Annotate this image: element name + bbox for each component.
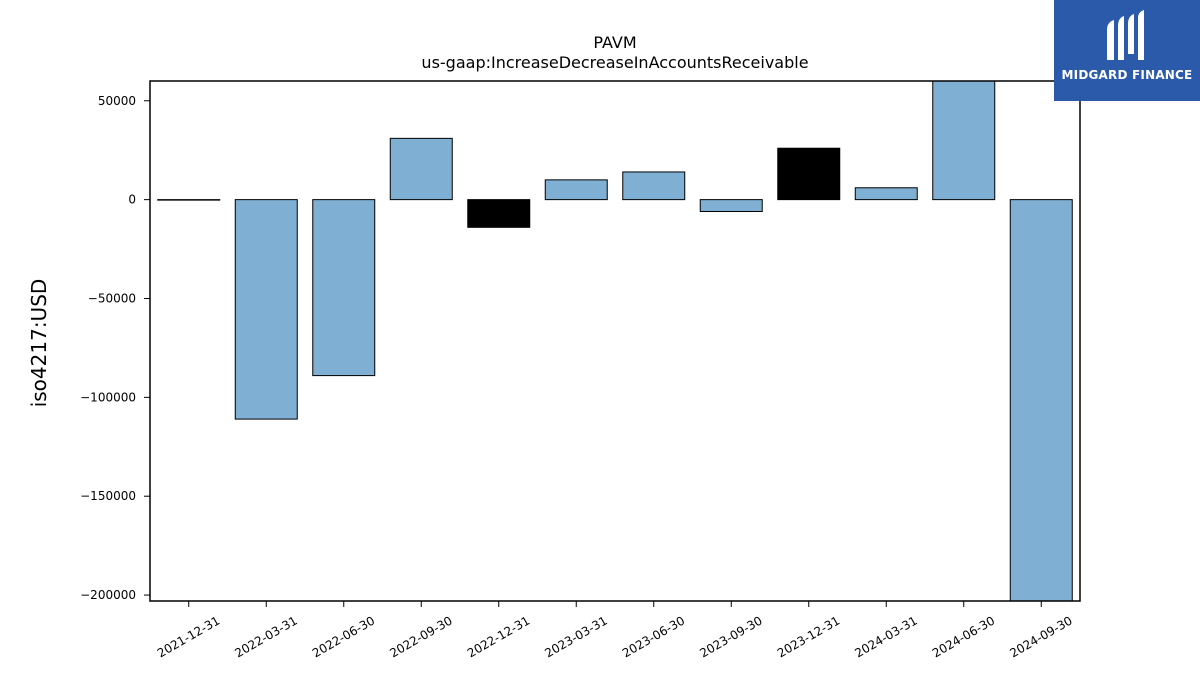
y-tick-label: −50000 <box>88 291 136 305</box>
bar-2024-03-31 <box>854 187 918 201</box>
x-tick-label: 2022-09-30 <box>387 613 454 660</box>
bar-2022-09-30 <box>389 137 453 201</box>
plot-frame <box>149 80 1081 602</box>
y-tick-label: −200000 <box>80 588 136 602</box>
x-tick-label: 2021-12-31 <box>155 613 222 660</box>
bar-2022-06-30 <box>312 199 376 377</box>
bar-2021-12-31 <box>157 199 221 201</box>
y-axis-label: iso4217:USD <box>27 279 51 408</box>
bar-2022-03-31 <box>234 199 298 420</box>
brand-logo: MIDGARD FINANCE <box>1054 0 1200 101</box>
y-tick-label: −100000 <box>80 390 136 404</box>
x-tick-label: 2024-03-31 <box>852 613 919 660</box>
x-tick-label: 2023-03-31 <box>542 613 609 660</box>
bar-2023-12-31 <box>777 147 841 201</box>
bar-2024-09-30 <box>1009 199 1073 602</box>
bar-2024-06-30 <box>932 80 996 201</box>
y-tick-label: 0 <box>128 193 136 207</box>
bar-2022-12-31 <box>467 199 531 228</box>
x-tick-label: 2023-09-30 <box>697 613 764 660</box>
x-tick-label: 2023-06-30 <box>620 613 687 660</box>
bar-2023-06-30 <box>622 171 686 201</box>
x-tick-label: 2023-12-31 <box>775 613 842 660</box>
logo-text: MIDGARD FINANCE <box>1061 68 1193 82</box>
x-tick-label: 2022-06-30 <box>310 613 377 660</box>
chart-title: PAVM <box>593 33 636 52</box>
bars-group <box>157 80 1073 602</box>
y-tick-label: −150000 <box>80 489 136 503</box>
chart-subtitle: us-gaap:IncreaseDecreaseInAccountsReceiv… <box>421 53 808 72</box>
y-axis: 50000 0 −50000 −100000 −150000 −200000 <box>80 94 150 602</box>
bar-2023-09-30 <box>699 199 763 212</box>
x-tick-label: 2022-12-31 <box>465 613 532 660</box>
x-axis: 2021-12-31 2022-03-31 2022-06-30 2022-09-30… <box>155 601 1075 660</box>
bar-2023-03-31 <box>544 179 608 201</box>
x-tick-label: 2024-06-30 <box>930 613 997 660</box>
logo-mark-icon <box>1107 10 1144 60</box>
x-tick-label: 2024-09-30 <box>1007 613 1074 660</box>
x-tick-label: 2022-03-31 <box>232 613 299 660</box>
y-tick-label: 50000 <box>98 94 136 108</box>
